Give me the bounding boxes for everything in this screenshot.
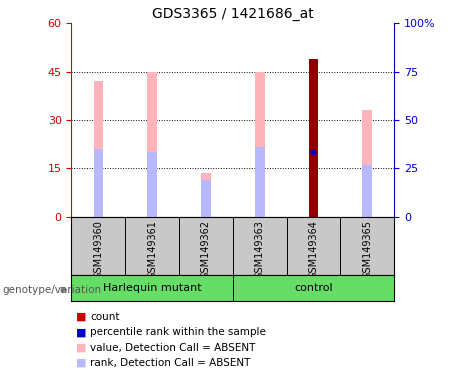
Bar (94, 149, 103, 217)
Bar (148, 71, 157, 217)
Text: ■: ■ (76, 327, 87, 337)
Text: GSM149365: GSM149365 (362, 220, 372, 279)
Text: ■: ■ (76, 358, 87, 368)
Text: GSM149363: GSM149363 (254, 220, 265, 279)
Bar (255, 71, 265, 217)
Bar (362, 165, 372, 217)
Title: GDS3365 / 1421686_at: GDS3365 / 1421686_at (152, 7, 313, 21)
Text: ■: ■ (76, 343, 87, 353)
Text: GSM149364: GSM149364 (308, 220, 319, 279)
Text: GSM149361: GSM149361 (147, 220, 157, 279)
Bar (309, 59, 318, 217)
Bar (362, 110, 372, 217)
Text: ■: ■ (76, 312, 87, 322)
Bar (255, 147, 265, 217)
Text: percentile rank within the sample: percentile rank within the sample (90, 327, 266, 337)
Text: genotype/variation: genotype/variation (2, 285, 101, 295)
Bar (148, 152, 157, 217)
Bar (94, 81, 103, 217)
Text: GSM149362: GSM149362 (201, 220, 211, 279)
Text: count: count (90, 312, 119, 322)
Bar (201, 173, 211, 217)
Text: value, Detection Call = ABSENT: value, Detection Call = ABSENT (90, 343, 255, 353)
Text: Harlequin mutant: Harlequin mutant (103, 283, 201, 293)
Text: GSM149360: GSM149360 (93, 220, 103, 279)
Bar (201, 180, 211, 217)
Text: control: control (294, 283, 333, 293)
Text: rank, Detection Call = ABSENT: rank, Detection Call = ABSENT (90, 358, 250, 368)
